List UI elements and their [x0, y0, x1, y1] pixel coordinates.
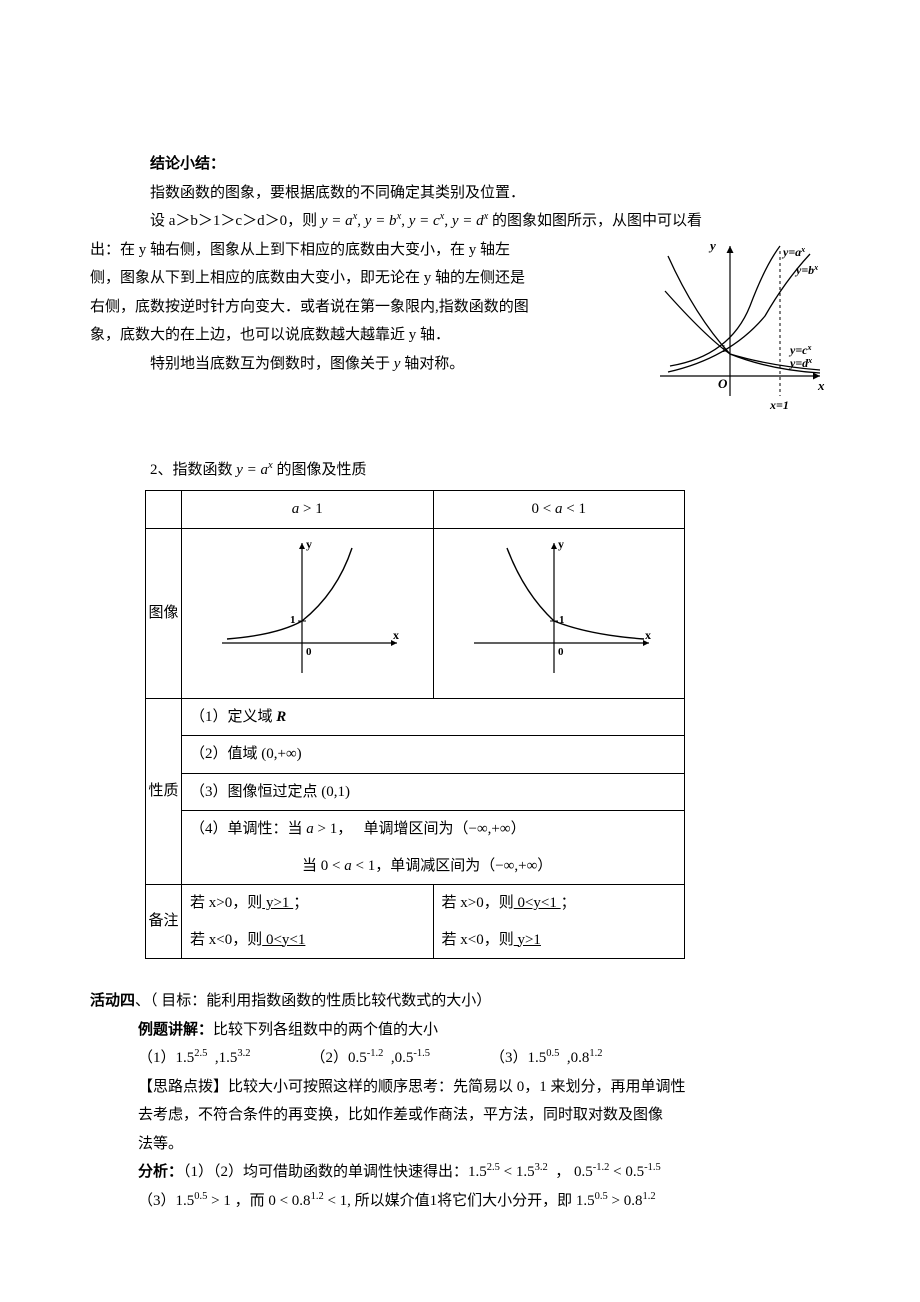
p4brng: −∞,+∞ — [495, 858, 537, 874]
nr2v: y>1 — [514, 932, 541, 948]
svg-text:1: 1 — [290, 614, 296, 626]
p2val: (0,+∞) — [261, 746, 301, 762]
svg-text:y=ax: y=ax — [781, 244, 805, 259]
tbl-corner — [146, 491, 182, 529]
conclusion-p2: 设 a＞b＞1＞c＞d＞0，则 y = ax, y = bx, y = cx, … — [90, 207, 830, 236]
svg-text:0: 0 — [558, 646, 564, 658]
a4hr: 、（ 目标：能利用指数函数的性质比较代数式的大小） — [135, 993, 491, 1009]
a4hp: 活动四 — [90, 993, 135, 1009]
conclusion-p1: 指数函数的图象，要根据底数的不同确定其类别及位置． — [90, 179, 830, 208]
svg-text:x=1: x=1 — [769, 398, 789, 412]
conclusion-heading: 结论小结： — [90, 150, 830, 179]
p4bpre: 当 — [302, 858, 321, 874]
act4-analysis-l1: 分析：（1）（2）均可借助函数的单调性快速得出：1.52.5 < 1.53.2 … — [138, 1158, 830, 1187]
c-p7-pre: 特别地当底数互为倒数时，图像关于 — [150, 356, 394, 372]
svg-text:y=bx: y=bx — [794, 262, 818, 277]
nl2p: 若 x<0，则 — [190, 932, 262, 948]
properties-table: a > 1 0 < a < 1 图像 1 y x 0 1 — [145, 490, 685, 959]
svg-text:x: x — [645, 628, 651, 642]
svg-text:1: 1 — [721, 343, 727, 355]
lbl-img: 图像 — [148, 605, 178, 621]
nl2v: 0<y<1 — [262, 932, 305, 948]
act4-hint-l3: 法等。 — [138, 1130, 830, 1159]
sec2-post: 的图像及性质 — [273, 462, 367, 478]
act4-analysis-l2: （3）1.50.5 > 1 ，而 0 < 0.81.2 < 1, 所以媒介值1将… — [138, 1187, 830, 1216]
note-right-2: 若 x<0，则 y>1 — [433, 922, 685, 959]
nl1p: 若 x>0，则 — [190, 895, 262, 911]
nr1v: 0<y<1 — [514, 895, 561, 911]
p4amid: ， 单调增区间为（ — [337, 821, 468, 837]
svg-text:O: O — [718, 376, 728, 391]
note-left-2: 若 x<0，则 0<y<1 — [182, 922, 434, 959]
p2pre: （2）值域 — [190, 746, 261, 762]
act4-hint-l1: 【思路点拨】比较大小可按照这样的顺序思考：先简易以 0，1 来划分，再用单调性 — [138, 1073, 830, 1102]
tbl-row-image-label: 图像 — [146, 528, 182, 698]
svg-text:y: y — [306, 537, 312, 551]
sec2-pre: 2、指数函数 — [150, 462, 236, 478]
c-p2-post: 的图象如图所示，从图中可以看 — [488, 213, 702, 229]
prop-mono-b: 当 0 < a < 1，单调减区间为（−∞,+∞） — [182, 848, 685, 885]
tbl-row-notes-label: 备注 — [146, 885, 182, 959]
c-p2-pre: 设 a＞b＞1＞c＞d＞0，则 — [150, 213, 321, 229]
nr1p: 若 x>0，则 — [442, 895, 514, 911]
tbl-col2-header: 0 < a < 1 — [433, 491, 685, 529]
graph-a-gt-1: 1 y x 0 — [182, 528, 434, 698]
svg-text:y=dx: y=dx — [788, 355, 812, 370]
p4bmid: ，单调减区间为（ — [375, 858, 495, 874]
svg-text:0: 0 — [306, 646, 312, 658]
graph-a-lt-1: 1 y x 0 — [433, 528, 685, 698]
p1val: R — [276, 709, 286, 725]
nr2p: 若 x<0，则 — [442, 932, 514, 948]
nl1e: ； — [293, 895, 308, 911]
svg-text:x: x — [817, 378, 825, 393]
a4ah: 分析： — [138, 1164, 183, 1180]
svg-text:x: x — [393, 628, 399, 642]
section2-heading: 2、指数函数 y = ax 的图像及性质 — [150, 456, 830, 485]
prop-mono-a: （4）单调性：当 a > 1， 单调增区间为（−∞,+∞） — [182, 811, 685, 848]
tbl-col1-header: a > 1 — [182, 491, 434, 529]
prop-domain: （1）定义域 R — [182, 698, 685, 736]
a4eh: 例题讲解： — [138, 1022, 213, 1038]
prop-fixedpoint: （3）图像恒过定点 (0,1) — [182, 773, 685, 811]
a4ar: （1）（2）均可借助函数的单调性快速得出： — [183, 1164, 468, 1180]
nl1v: y>1 — [262, 895, 293, 911]
act4-head: 活动四、（ 目标：能利用指数函数的性质比较代数式的大小） — [90, 987, 830, 1016]
lbl-notes: 备注 — [148, 913, 178, 929]
p4bend: ） — [537, 858, 552, 874]
c-p7-post: 轴对称。 — [400, 356, 464, 372]
tbl-row-props-label: 性质 — [146, 698, 182, 885]
svg-text:y: y — [708, 238, 716, 253]
p4arng: −∞,+∞ — [469, 821, 511, 837]
svg-text:1: 1 — [559, 614, 565, 626]
activity-4: 活动四、（ 目标：能利用指数函数的性质比较代数式的大小） 例题讲解：比较下列各组… — [90, 987, 830, 1215]
lbl-props: 性质 — [148, 783, 178, 799]
a4er: 比较下列各组数中的两个值的大小 — [213, 1022, 438, 1038]
note-right-1: 若 x>0，则 0<y<1 ； — [433, 885, 685, 922]
act4-items: （1）1.52.5 ,1.53.2（2）0.5-1.2 ,0.5-1.5（3）1… — [138, 1044, 830, 1073]
p4aend: ） — [511, 821, 526, 837]
figure-four-exponentials: y x O 1 y=ax y=bx y=cx y=dx x=1 — [650, 236, 830, 416]
prop-range: （2）值域 (0,+∞) — [182, 736, 685, 774]
p4apre: （4）单调性：当 — [190, 821, 306, 837]
p1pre: （1）定义域 — [190, 709, 276, 725]
svg-text:y: y — [558, 537, 564, 551]
act4-hint-l2: 去考虑，不符合条件的再变换，比如作差或作商法，平方法，同时取对数及图像 — [138, 1101, 830, 1130]
note-left-1: 若 x>0，则 y>1 ； — [182, 885, 434, 922]
nr1e: ； — [561, 895, 576, 911]
act4-ex-head: 例题讲解：比较下列各组数中的两个值的大小 — [138, 1016, 830, 1045]
